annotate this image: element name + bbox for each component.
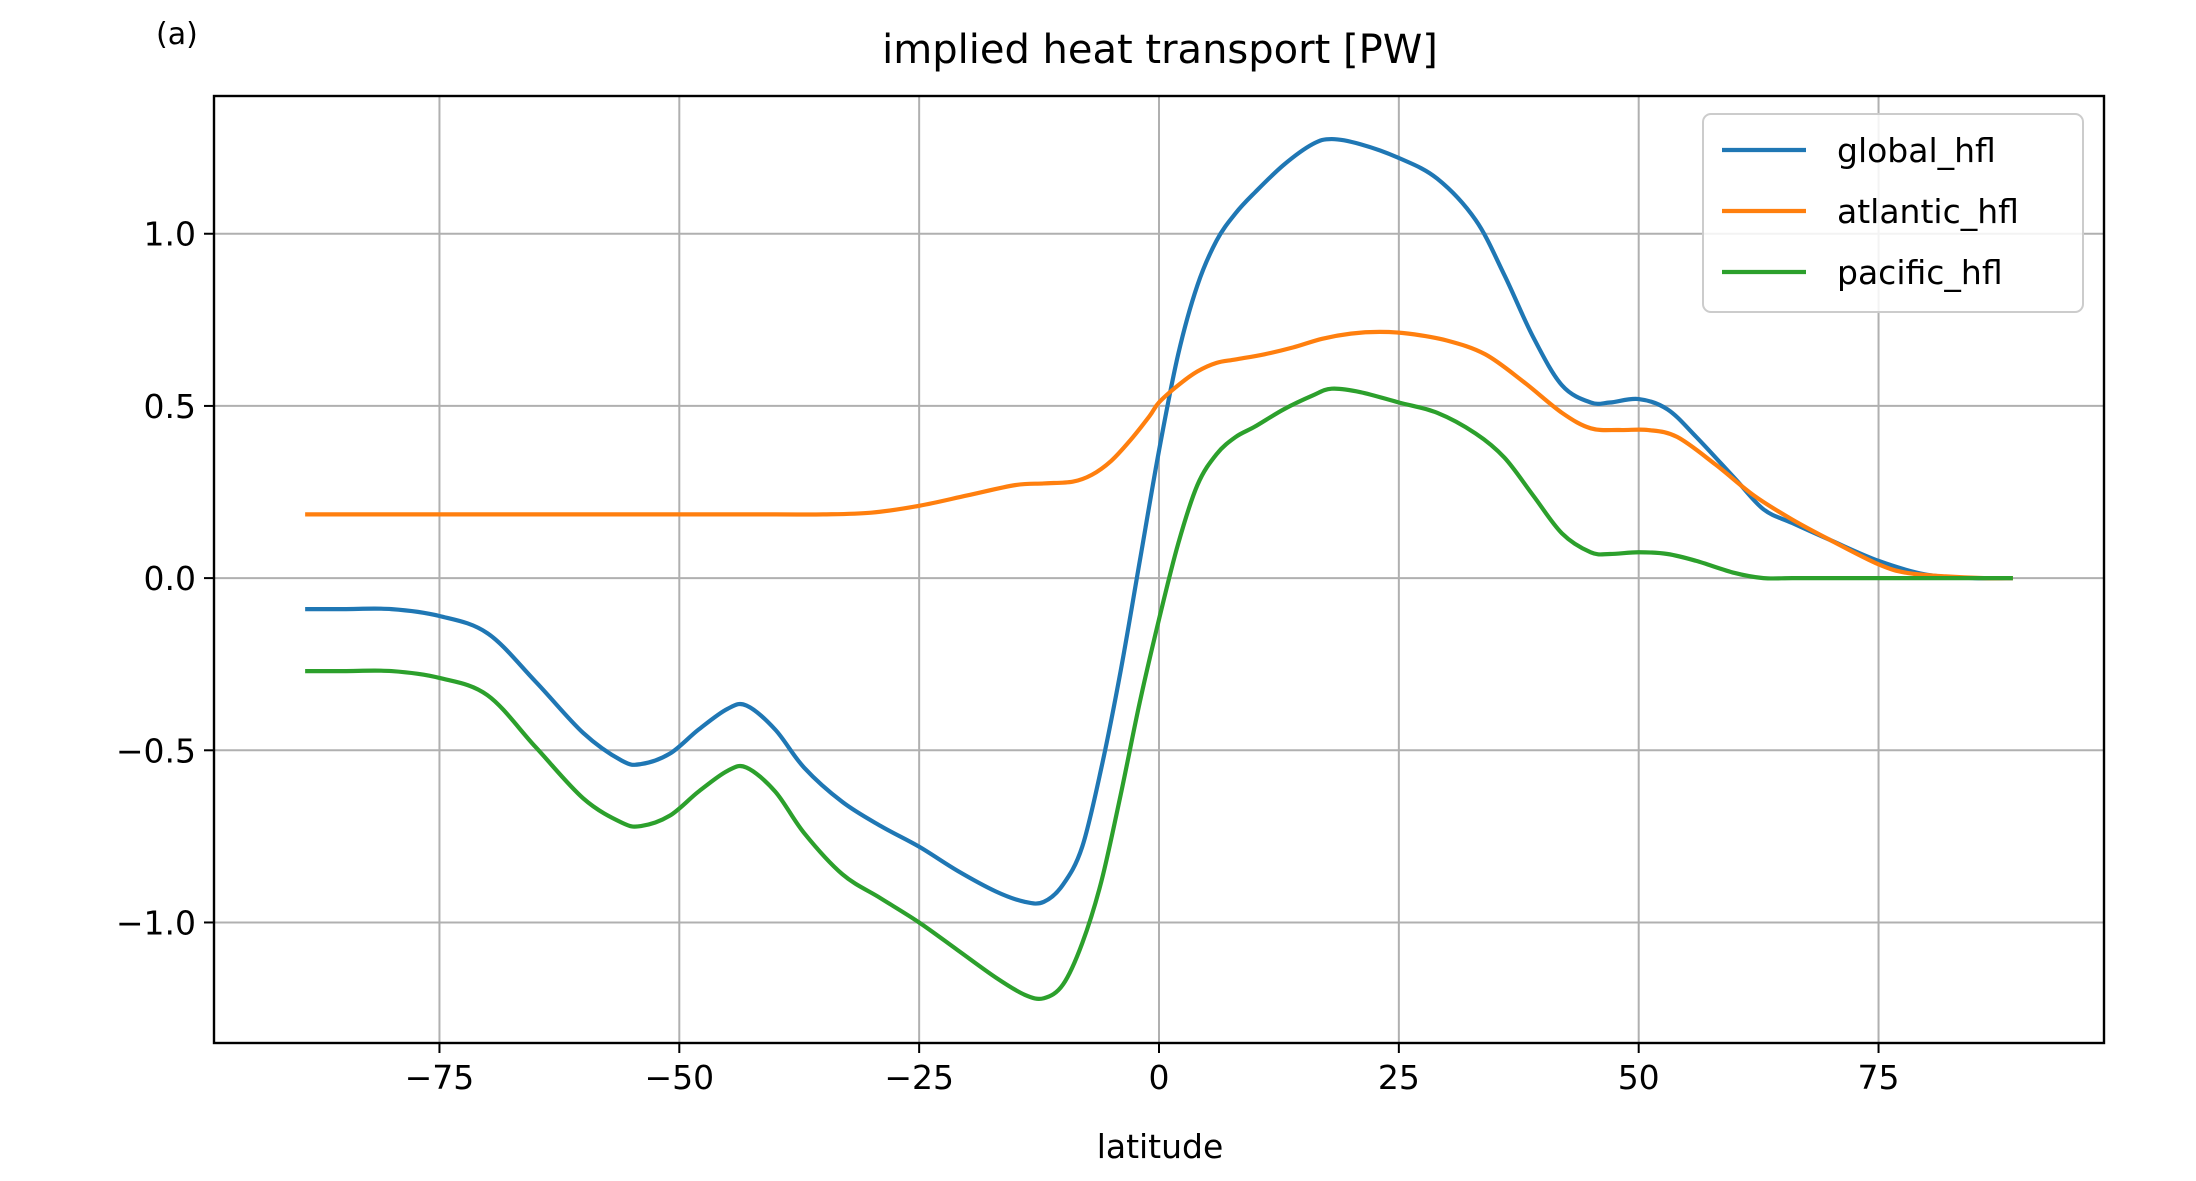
series-line-atlantic-hfl	[305, 329, 2013, 581]
x-tick-label: −50	[644, 1058, 714, 1097]
axis-ticks: −75 −50 −25 0 25 50 75 −1.0 −0.5 0.0 0.5 1.0	[116, 215, 1900, 1097]
chart-title: implied heat transport [PW]	[882, 27, 1438, 73]
panel-label: (a)	[156, 17, 198, 52]
y-tick-label: 1.0	[144, 215, 196, 254]
y-tick-label: −0.5	[116, 731, 196, 770]
y-tick-label: 0.0	[144, 559, 196, 598]
legend-label-atlantic: atlantic_hfl	[1837, 192, 2019, 231]
legend-box	[1702, 113, 2084, 313]
x-tick-label: 50	[1618, 1058, 1660, 1097]
series-lines	[305, 136, 2013, 1001]
legend: global_hfl atlantic_hfl pacific_hfl	[1702, 113, 2084, 313]
x-tick-label: 25	[1378, 1058, 1420, 1097]
series-line-pacific-hfl	[305, 386, 2013, 1001]
x-tick-label: −25	[884, 1058, 954, 1097]
legend-label-pacific: pacific_hfl	[1837, 253, 2003, 292]
x-tick-label: 75	[1858, 1058, 1900, 1097]
x-tick-label: 0	[1149, 1058, 1170, 1097]
legend-label-global: global_hfl	[1837, 131, 1996, 170]
series-line-global-hfl	[305, 136, 2013, 906]
y-tick-label: 0.5	[144, 387, 196, 426]
y-tick-label: −1.0	[116, 903, 196, 942]
x-axis-label: latitude	[1097, 1127, 1224, 1166]
x-tick-label: −75	[405, 1058, 475, 1097]
